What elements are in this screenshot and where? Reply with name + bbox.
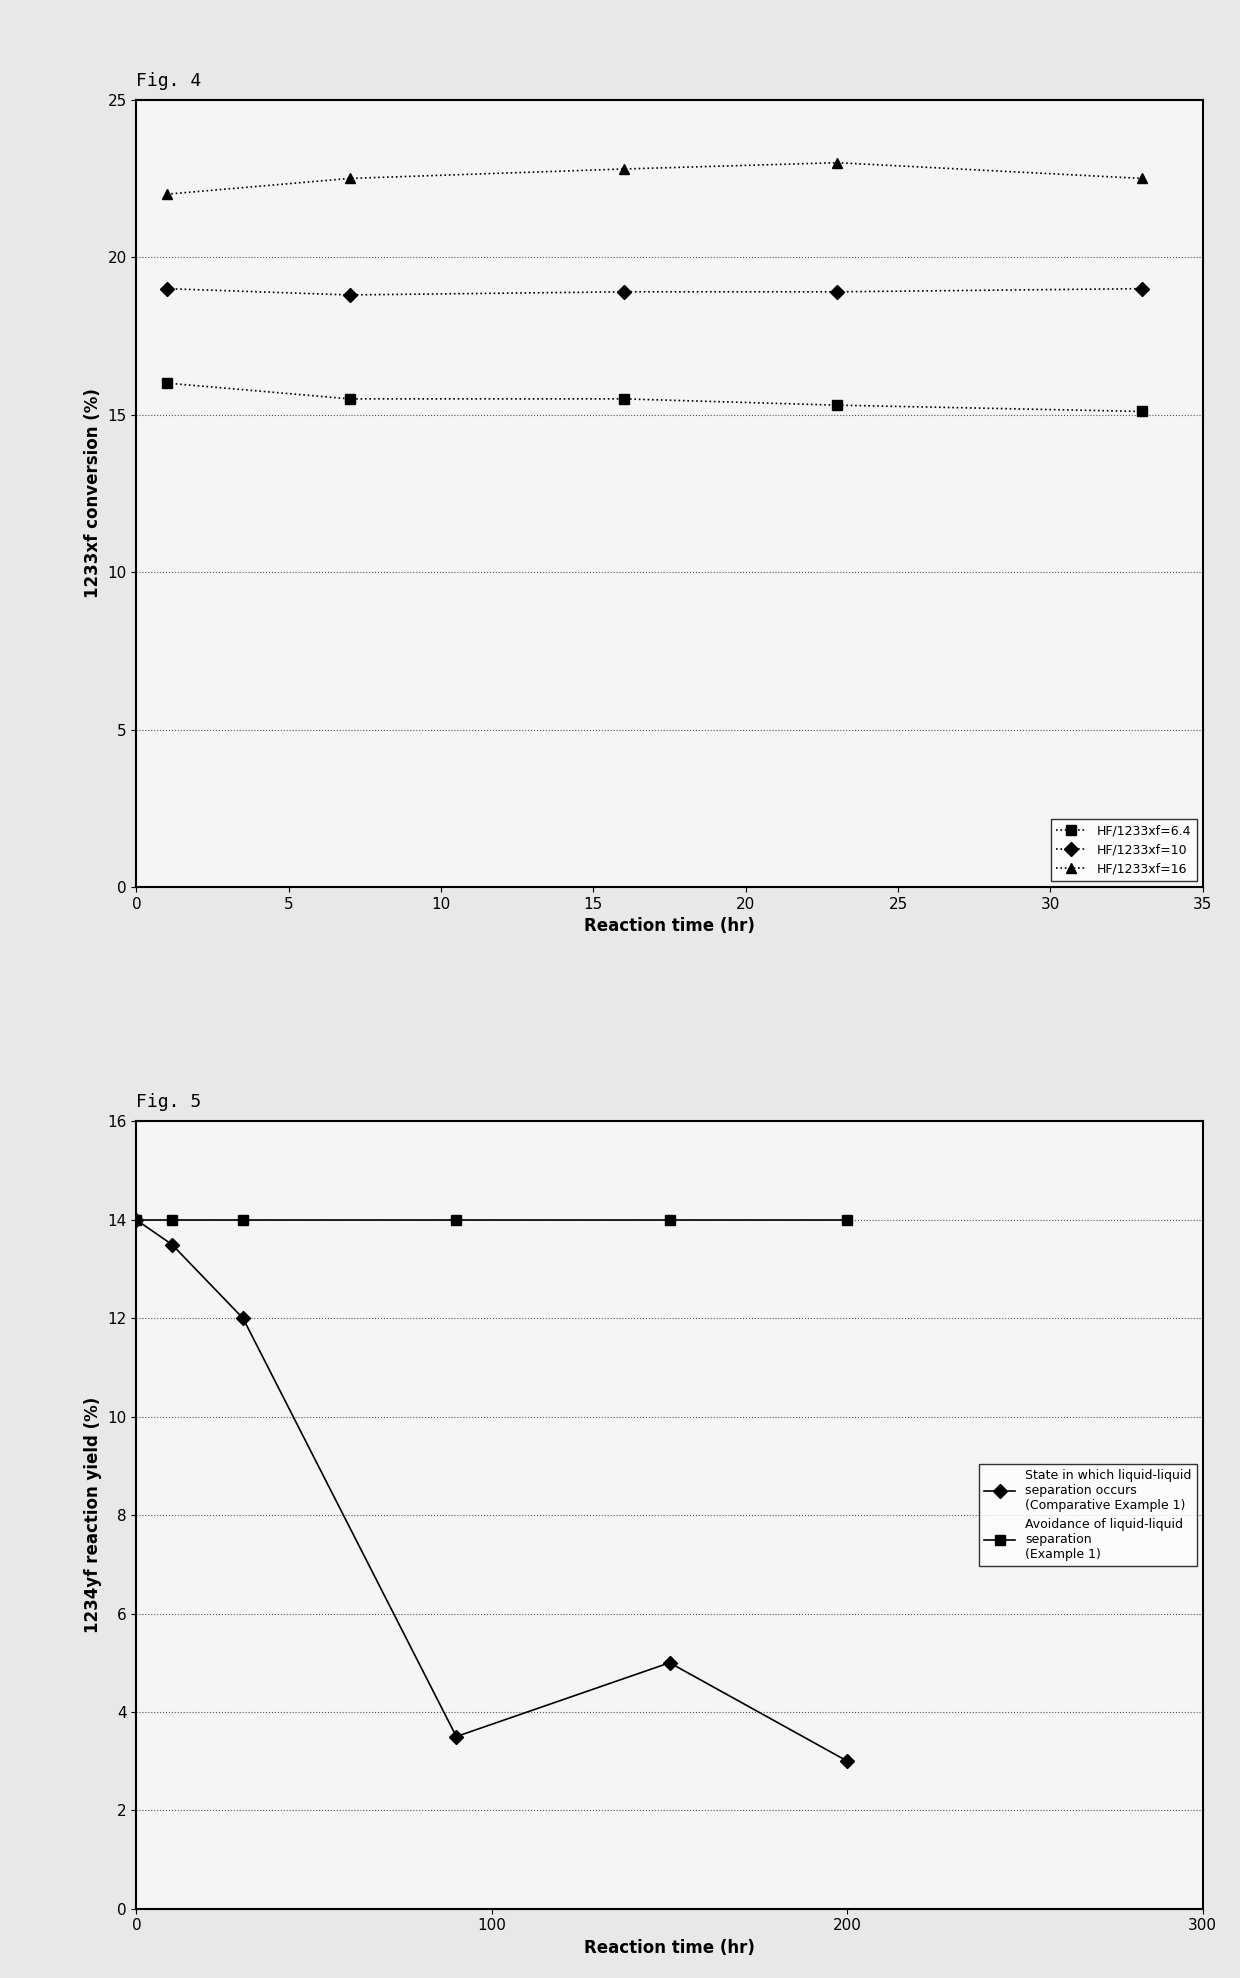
HF/1233xf=16	[160, 182, 175, 206]
HF/1233xf=6.4	[616, 388, 631, 411]
Line: HF/1233xf=10: HF/1233xf=10	[162, 283, 1147, 301]
Line: HF/1233xf=6.4: HF/1233xf=6.4	[162, 378, 1147, 415]
HF/1233xf=10	[616, 281, 631, 305]
Y-axis label: 1234yf reaction yield (%): 1234yf reaction yield (%)	[84, 1396, 102, 1634]
Avoidance of liquid-liquid
separation
(Example 1)	[839, 1209, 854, 1232]
Text: Fig. 5: Fig. 5	[136, 1094, 202, 1112]
X-axis label: Reaction time (hr): Reaction time (hr)	[584, 1938, 755, 1956]
Legend: HF/1233xf=6.4, HF/1233xf=10, HF/1233xf=16: HF/1233xf=6.4, HF/1233xf=10, HF/1233xf=1…	[1050, 819, 1197, 880]
HF/1233xf=10	[342, 283, 357, 307]
HF/1233xf=16	[616, 156, 631, 180]
HF/1233xf=6.4	[342, 388, 357, 411]
HF/1233xf=16	[342, 166, 357, 190]
State in which liquid-liquid
separation occurs
(Comparative Example 1)	[449, 1725, 464, 1749]
State in which liquid-liquid
separation occurs
(Comparative Example 1)	[165, 1232, 180, 1256]
X-axis label: Reaction time (hr): Reaction time (hr)	[584, 918, 755, 936]
HF/1233xf=10	[160, 277, 175, 301]
State in which liquid-liquid
separation occurs
(Comparative Example 1)	[129, 1209, 144, 1232]
Y-axis label: 1233xf conversion (%): 1233xf conversion (%)	[84, 388, 102, 597]
State in which liquid-liquid
separation occurs
(Comparative Example 1)	[662, 1652, 677, 1675]
Legend: State in which liquid-liquid
separation occurs
(Comparative Example 1), Avoidanc: State in which liquid-liquid separation …	[978, 1464, 1197, 1567]
Avoidance of liquid-liquid
separation
(Example 1)	[236, 1209, 250, 1232]
Avoidance of liquid-liquid
separation
(Example 1)	[165, 1209, 180, 1232]
HF/1233xf=10	[1135, 277, 1149, 301]
HF/1233xf=6.4	[1135, 400, 1149, 423]
Text: Fig. 4: Fig. 4	[136, 71, 202, 89]
Line: HF/1233xf=16: HF/1233xf=16	[162, 158, 1147, 200]
Line: State in which liquid-liquid
separation occurs
(Comparative Example 1): State in which liquid-liquid separation …	[131, 1214, 852, 1766]
HF/1233xf=6.4	[160, 372, 175, 396]
HF/1233xf=10	[830, 281, 844, 305]
Line: Avoidance of liquid-liquid
separation
(Example 1): Avoidance of liquid-liquid separation (E…	[131, 1214, 852, 1224]
HF/1233xf=16	[1135, 166, 1149, 190]
State in which liquid-liquid
separation occurs
(Comparative Example 1)	[236, 1305, 250, 1329]
HF/1233xf=6.4	[830, 394, 844, 417]
Avoidance of liquid-liquid
separation
(Example 1)	[449, 1209, 464, 1232]
HF/1233xf=16	[830, 150, 844, 174]
Avoidance of liquid-liquid
separation
(Example 1)	[662, 1209, 677, 1232]
State in which liquid-liquid
separation occurs
(Comparative Example 1)	[839, 1749, 854, 1772]
Avoidance of liquid-liquid
separation
(Example 1)	[129, 1209, 144, 1232]
